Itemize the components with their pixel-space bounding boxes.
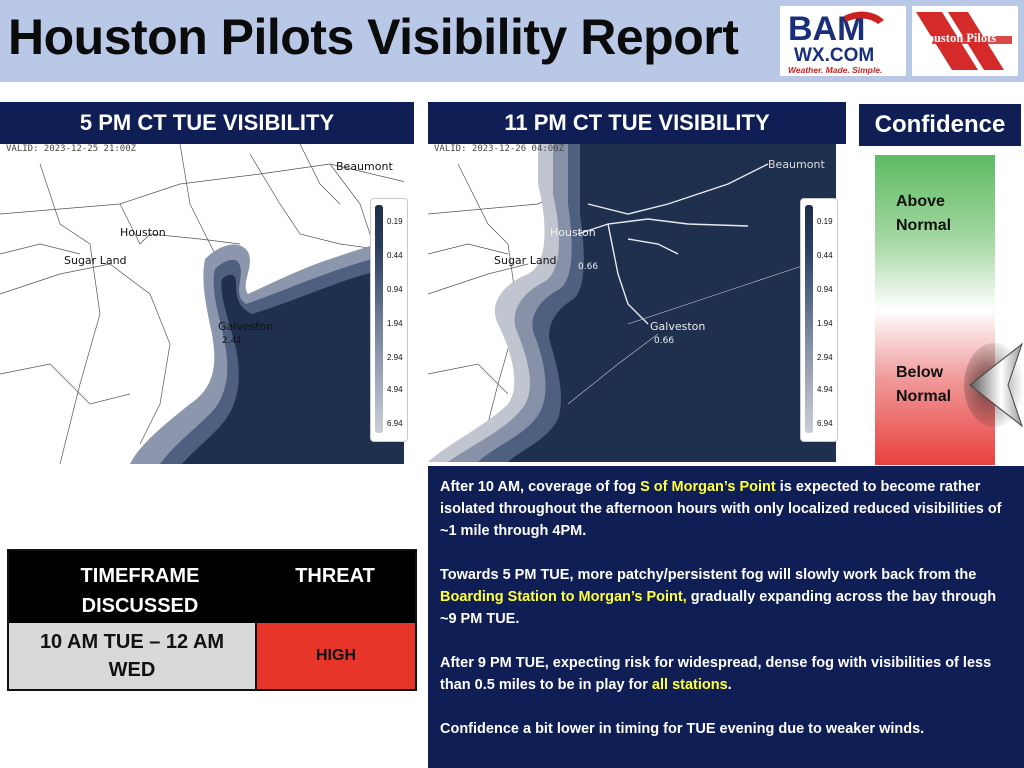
confidence-indicator-arrow-icon [964, 340, 1024, 430]
city-label-beaumont: Beaumont [768, 158, 825, 171]
svg-text:Houston Pilots: Houston Pilots [918, 31, 996, 45]
valid-time-5pm: VALID: 2023-12-25 21:00Z [6, 144, 137, 154]
page-title: Houston Pilots Visibility Report [8, 9, 739, 65]
confidence-above-normal-label: Above Normal [896, 193, 952, 234]
legend-tick: 0.94 [817, 285, 833, 294]
timeframe-cell: 10 AM TUE – 12 AM WED [9, 623, 257, 689]
forecast-discussion: After 10 AM, coverage of fog S of Morgan… [428, 466, 1024, 768]
city-label-galveston: Galveston [218, 320, 274, 333]
legend-tick: 0.44 [387, 251, 403, 260]
station-value-bay: 0.66 [578, 262, 599, 272]
discussion-paragraph-4: Confidence a bit lower in timing for TUE… [440, 721, 925, 737]
svg-text:WX.COM: WX.COM [794, 45, 874, 66]
discussion-paragraph-1: After 10 AM, coverage of fog S of Morgan… [440, 479, 1002, 539]
discussion-paragraph-2: Towards 5 PM TUE, more patchy/persistent… [440, 567, 997, 627]
legend-color-ramp [805, 205, 813, 433]
column-header-timeframe: TIMEFRAME DISCUSSED [80, 565, 200, 617]
city-label-galveston: Galveston [650, 320, 706, 333]
houston-pilots-logo: Houston Pilots [912, 6, 1018, 76]
legend-tick: 2.94 [387, 353, 403, 362]
legend-color-ramp [375, 205, 383, 433]
visibility-map-5pm: VALID: 2023-12-25 21:00Z Beaumont Housto… [0, 144, 414, 464]
discussion-paragraph-3: After 9 PM TUE, expecting risk for wides… [440, 655, 992, 693]
confidence-below-normal-label: Below Normal [896, 364, 952, 405]
valid-time-11pm: VALID: 2023-12-26 04:00Z [434, 144, 565, 154]
threat-level-cell: HIGH [257, 623, 415, 689]
map-5pm-graphic [0, 144, 414, 464]
confidence-heading: Confidence [859, 104, 1021, 146]
legend-tick: 4.94 [817, 385, 833, 394]
left-map-heading: 5 PM CT TUE VISIBILITY [0, 102, 414, 144]
legend-tick: 0.94 [387, 285, 403, 294]
legend-tick: 6.94 [387, 419, 403, 428]
visibility-legend: 0.19 0.44 0.94 1.94 2.94 4.94 6.94 [370, 198, 408, 442]
legend-tick: 2.94 [817, 353, 833, 362]
svg-text:Weather. Made. Simple.: Weather. Made. Simple. [788, 65, 882, 75]
visibility-legend: 0.19 0.44 0.94 1.94 2.94 4.94 6.94 [800, 198, 838, 442]
threat-table-header: TIMEFRAME DISCUSSED THREAT [9, 551, 415, 623]
legend-tick: 0.44 [817, 251, 833, 260]
legend-tick: 0.19 [817, 217, 833, 226]
legend-tick: 1.94 [387, 319, 403, 328]
station-value: 2.41 [222, 336, 243, 346]
city-label-sugar-land: Sugar Land [494, 254, 557, 267]
city-label-sugar-land: Sugar Land [64, 254, 127, 267]
city-label-beaumont: Beaumont [336, 160, 393, 173]
station-value-galveston: 0.66 [654, 336, 675, 346]
city-label-houston: Houston [550, 226, 596, 239]
map-11pm-graphic [428, 144, 846, 462]
legend-tick: 6.94 [817, 419, 833, 428]
threat-table: TIMEFRAME DISCUSSED THREAT 10 AM TUE – 1… [7, 549, 417, 691]
column-header-threat: THREAT [295, 565, 375, 587]
right-map-heading: 11 PM CT TUE VISIBILITY [428, 102, 846, 144]
city-label-houston: Houston [120, 226, 166, 239]
legend-tick: 4.94 [387, 385, 403, 394]
legend-tick: 0.19 [387, 217, 403, 226]
visibility-map-11pm: VALID: 2023-12-26 04:00Z Beaumont Housto… [428, 144, 846, 462]
legend-tick: 1.94 [817, 319, 833, 328]
bam-wx-logo: BAM WX.COM Weather. Made. Simple. [780, 6, 906, 76]
